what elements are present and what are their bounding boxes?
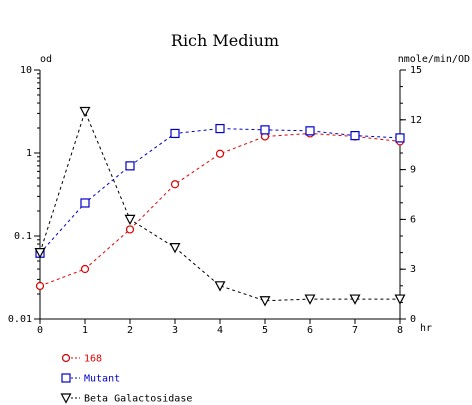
data-point (259, 296, 271, 307)
x-tick-label: 0 (37, 325, 43, 336)
data-point (125, 161, 135, 171)
legend-label: Mutant (84, 374, 120, 385)
right-tick-label: 9 (410, 165, 416, 176)
x-tick-label: 3 (172, 325, 178, 336)
x-tick-label: 7 (352, 325, 358, 336)
data-point (304, 294, 316, 305)
series-mutant (35, 123, 405, 258)
series-line (39, 110, 400, 302)
right-tick-label: 12 (410, 115, 422, 126)
legend-marker (61, 353, 71, 363)
right-tick-label: 6 (410, 214, 416, 225)
right-axis-unit: nmole/min/OD (398, 54, 470, 65)
data-point (169, 243, 181, 254)
legend-marker (60, 393, 72, 404)
data-point (80, 264, 90, 274)
data-point (34, 248, 46, 259)
left-tick-label: 0.1 (14, 231, 32, 242)
x-axis-unit: hr (420, 323, 432, 334)
series-beta-galactosidase (34, 106, 406, 307)
data-point (170, 180, 180, 189)
legend-item: Mutant (61, 373, 120, 385)
legend-label: 168 (84, 354, 102, 365)
legend-item: 168 (61, 353, 102, 365)
data-point (214, 281, 226, 292)
x-tick-label: 5 (262, 325, 268, 336)
data-point (125, 225, 135, 234)
right-tick-label: 15 (410, 65, 422, 76)
data-point (79, 106, 91, 118)
right-tick-label: 0 (410, 314, 416, 325)
legend-label: Beta Galactosidase (84, 394, 192, 405)
legend-item: Beta Galactosidase (60, 393, 192, 405)
chart-title: Rich Medium (171, 31, 279, 50)
data-point (349, 294, 361, 305)
x-tick-label: 4 (217, 325, 223, 336)
data-point (395, 133, 405, 143)
left-tick-label: 0.01 (8, 314, 32, 325)
data-point (394, 294, 406, 305)
data-point (35, 281, 45, 291)
data-point (350, 131, 360, 141)
legend-marker (61, 373, 71, 383)
right-tick-label: 3 (410, 264, 416, 275)
legend: 168 Mutant Beta Galactosidase (60, 353, 192, 405)
x-tick-label: 2 (127, 325, 133, 336)
x-tick-label: 8 (397, 325, 403, 336)
data-point (80, 198, 90, 208)
series-line (39, 128, 401, 254)
data-point (124, 214, 136, 226)
series-layer (34, 106, 406, 307)
x-tick-label: 6 (307, 325, 313, 336)
data-point (215, 149, 225, 158)
left-tick-label: 10 (20, 65, 32, 76)
data-point (305, 126, 315, 136)
x-tick-label: 1 (82, 325, 88, 336)
series-168 (35, 129, 405, 291)
data-point (215, 123, 225, 134)
left-tick-label: 1 (26, 148, 32, 159)
data-point (170, 128, 180, 139)
left-axis-unit: od (40, 54, 52, 65)
data-point (260, 125, 270, 135)
series-line (39, 132, 401, 287)
